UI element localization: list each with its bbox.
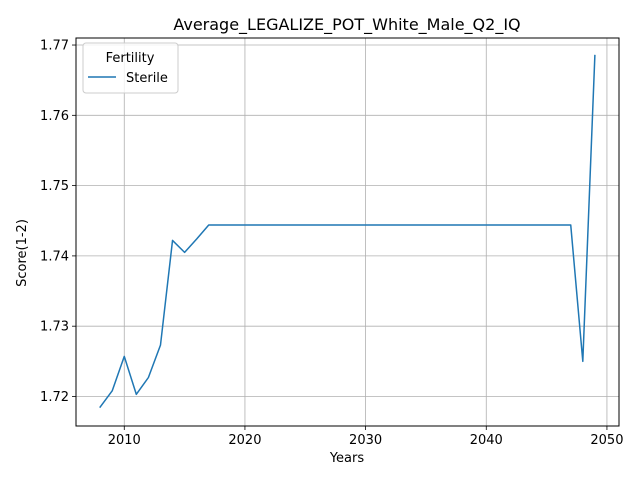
y-tick-label: 1.75	[40, 179, 69, 194]
x-tick-label: 2050	[590, 433, 623, 448]
legend-title: Fertility	[106, 51, 155, 66]
x-tick-label: 2040	[470, 433, 503, 448]
chart-title: Average_LEGALIZE_POT_White_Male_Q2_IQ	[173, 15, 520, 35]
series-layer	[99, 54, 596, 409]
y-tick-label: 1.73	[40, 320, 69, 335]
y-tick-label: 1.77	[40, 39, 69, 54]
grid	[76, 38, 619, 426]
legend: Fertility Sterile	[82, 42, 179, 94]
series-line-sterile	[99, 54, 596, 409]
x-tick-label: 2010	[108, 433, 141, 448]
plot-area	[75, 37, 620, 427]
x-axis-label: Years	[329, 451, 365, 466]
y-tick-label: 1.74	[40, 249, 69, 264]
axis-ticks: 2010 2020 2030 2040 2050 1.72 1.73 1.74 1.75 1.76…	[40, 39, 623, 448]
y-axis-label: Score(1-2)	[15, 219, 30, 287]
legend-label-sterile: Sterile	[126, 71, 168, 86]
y-tick-label: 1.72	[40, 390, 69, 405]
legend-box	[82, 42, 179, 94]
x-tick-label: 2020	[228, 433, 261, 448]
y-tick-label: 1.76	[40, 109, 69, 124]
x-tick-label: 2030	[349, 433, 382, 448]
